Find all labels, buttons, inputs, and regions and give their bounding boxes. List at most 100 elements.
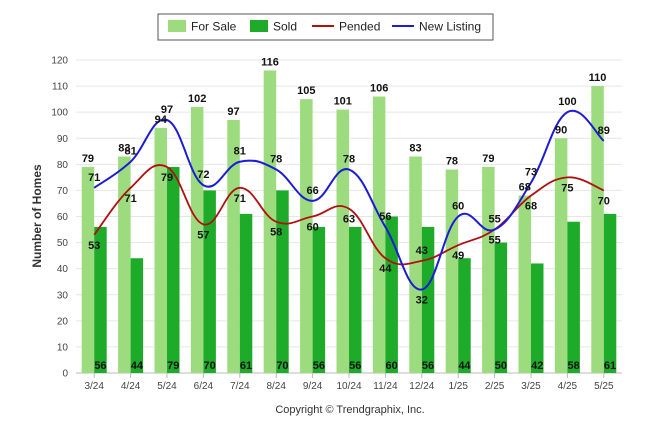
bar-for-sale-3-25 — [518, 195, 531, 373]
label-pended-2-25: 55 — [488, 235, 500, 247]
label-for-sale-8-24: 116 — [261, 56, 279, 68]
label-sold-6-24: 70 — [204, 360, 216, 372]
bar-sold-3-25 — [531, 263, 544, 373]
label-for-sale-4-24: 83 — [118, 143, 130, 155]
label-for-sale-2-25: 79 — [482, 153, 494, 165]
bar-for-sale-7-24 — [227, 119, 240, 373]
label-pended-10-24: 63 — [343, 214, 355, 226]
bar-sold-8-24 — [276, 190, 289, 373]
y-tick-label: 40 — [57, 264, 69, 275]
legend-label-for-sale: For Sale — [191, 20, 237, 34]
label-new-listing-11-24: 56 — [379, 211, 391, 223]
bar-for-sale-10-24 — [336, 109, 349, 373]
label-sold-9-24: 56 — [313, 360, 325, 372]
bar-for-sale-4-24 — [118, 156, 131, 373]
label-for-sale-10-24: 101 — [334, 96, 352, 108]
x-tick-label: 1/25 — [448, 381, 468, 392]
bar-for-sale-3-24 — [81, 166, 95, 373]
x-tick-label: 4/25 — [558, 381, 578, 392]
bar-sold-4-24 — [130, 258, 144, 373]
label-pended-9-24: 60 — [306, 222, 318, 234]
label-sold-8-24: 70 — [276, 360, 288, 372]
label-sold-4-24: 44 — [131, 360, 144, 372]
label-for-sale-3-24: 79 — [82, 153, 94, 165]
bar-sold-9-24 — [312, 226, 326, 373]
y-tick-label: 70 — [57, 186, 69, 197]
x-tick-label: 6/24 — [194, 381, 214, 392]
x-axis: 3/24 4/24 5/24 6/24 7/24 8/24 9/24 10/24 11/24 12… — [84, 373, 614, 392]
y-axis-title: Number of Homes — [30, 164, 44, 268]
bar-for-sale-11-24 — [372, 96, 386, 374]
label-new-listing-7-24: 81 — [234, 146, 246, 158]
label-new-listing-12-24: 32 — [416, 295, 428, 307]
legend: For Sale Sold Pended New Listing — [157, 13, 494, 41]
y-tick-label: 90 — [57, 134, 69, 145]
legend-swatch-for-sale — [168, 20, 186, 32]
bar-sold-1-25 — [458, 258, 471, 373]
label-pended-3-24: 53 — [88, 240, 100, 252]
label-pended-3-25: 68 — [525, 201, 537, 213]
label-new-listing-3-24: 71 — [88, 172, 100, 184]
bar-sold-5-24 — [167, 166, 180, 373]
bar-for-sale-5-24 — [154, 127, 167, 373]
label-pended-8-24: 58 — [270, 227, 282, 239]
y-tick-label: 60 — [57, 212, 69, 223]
x-tick-label: 5/24 — [157, 381, 177, 392]
label-new-listing-10-24: 78 — [343, 154, 355, 166]
bar-for-sale-5-25 — [591, 86, 604, 373]
label-new-listing-5-24: 97 — [161, 104, 173, 116]
label-sold-1-25: 44 — [458, 360, 471, 372]
legend-label-sold: Sold — [273, 20, 297, 34]
line-pended — [93, 164, 605, 266]
bar-sold-5-25 — [603, 213, 617, 373]
label-pended-5-24: 79 — [161, 172, 173, 184]
label-new-listing-2-25: 55 — [488, 214, 500, 226]
x-tick-label: 4/24 — [121, 381, 141, 392]
x-tick-label: 9/24 — [303, 381, 323, 392]
label-for-sale-3-25: 68 — [519, 182, 531, 194]
series-lines — [93, 109, 605, 291]
label-for-sale-5-24: 94 — [155, 114, 168, 126]
label-new-listing-9-24: 66 — [306, 185, 318, 197]
label-sold-5-25: 61 — [604, 360, 616, 372]
x-tick-label: 2/25 — [485, 381, 505, 392]
bar-sold-11-24 — [385, 216, 398, 373]
label-for-sale-7-24: 97 — [227, 106, 239, 118]
label-sold-7-24: 61 — [240, 360, 252, 372]
label-pended-4-24: 71 — [124, 193, 136, 205]
y-tick-label: 80 — [57, 160, 69, 171]
label-sold-2-25: 50 — [495, 360, 507, 372]
y-tick-label: 110 — [52, 82, 68, 93]
label-sold-10-24: 56 — [349, 360, 361, 372]
y-axis: 0 10 20 30 40 50 60 70 80 90 100 110 120 — [51, 56, 68, 380]
label-sold-3-24: 56 — [94, 360, 106, 372]
y-tick-label: 0 — [62, 369, 68, 380]
label-new-listing-5-25: 89 — [598, 125, 610, 137]
copyright-footer: Copyright © Trendgraphix, Inc. — [275, 404, 424, 416]
x-tick-label: 3/25 — [521, 381, 541, 392]
label-sold-4-25: 58 — [568, 360, 580, 372]
bar-for-sale-8-24 — [263, 70, 277, 373]
label-pended-4-25: 75 — [561, 182, 573, 194]
label-new-listing-4-24: 81 — [124, 146, 136, 158]
x-tick-label: 10/24 — [336, 381, 361, 392]
legend-swatch-sold — [250, 20, 268, 32]
label-pended-1-25: 49 — [452, 250, 464, 262]
data-labels: 79 83 94 102 97 116 105 101 106 83 78 79 68 90 110 56 44… — [82, 56, 616, 372]
label-pended-11-24: 44 — [379, 263, 392, 275]
label-pended-12-24: 43 — [416, 245, 428, 257]
legend-label-new-listing: New Listing — [419, 20, 481, 34]
label-for-sale-12-24: 83 — [409, 143, 421, 155]
label-for-sale-1-25: 78 — [446, 156, 458, 168]
bar-for-sale-4-25 — [554, 138, 568, 373]
label-for-sale-4-25: 90 — [555, 124, 567, 136]
label-sold-3-25: 42 — [531, 360, 543, 372]
legend-label-pended: Pended — [339, 20, 380, 34]
x-tick-label: 8/24 — [266, 381, 286, 392]
x-tick-label: 5/25 — [594, 381, 614, 392]
label-for-sale-6-24: 102 — [188, 93, 206, 105]
label-pended-6-24: 57 — [197, 229, 209, 241]
y-tick-label: 10 — [57, 342, 69, 353]
bar-for-sale-9-24 — [300, 99, 313, 373]
bar-sold-10-24 — [349, 226, 362, 373]
